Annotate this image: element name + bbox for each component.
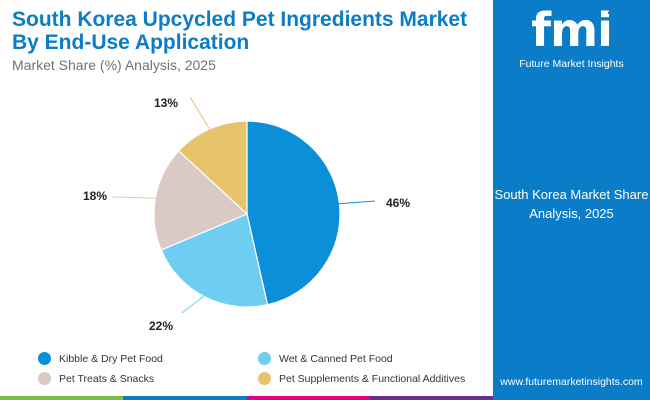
data-label-supplements: 13%: [154, 96, 178, 110]
color-strip-purple: [369, 396, 493, 400]
leader-line-wet: [181, 294, 206, 314]
legend-swatch-treats: [38, 372, 51, 385]
legend-swatch-supplements: [258, 372, 271, 385]
color-strip: [0, 396, 493, 400]
person-icon: ♟: [606, 6, 615, 16]
legend-label-supplements: Pet Supplements & Functional Additives: [279, 372, 466, 385]
logo-letters: fmi: [531, 3, 613, 57]
legend-label-kibble: Kibble & Dry Pet Food: [59, 352, 163, 365]
chart-subtitle: Market Share (%) Analysis, 2025: [12, 57, 216, 73]
logo-pictograms: ⚙ ❦ ● ♟: [519, 6, 624, 17]
leaf-icon: ❦: [555, 6, 564, 16]
fmi-logo: fmi ⚙ ❦ ● ♟ Future Market Insights: [505, 4, 638, 72]
color-strip-blue: [123, 396, 247, 400]
legend-item-supplements: Pet Supplements & Functional Additives: [258, 372, 465, 385]
data-label-wet: 22%: [149, 319, 173, 333]
leader-line-treats: [111, 196, 158, 199]
color-strip-pink: [246, 396, 370, 400]
legend-label-wet: Wet & Canned Pet Food: [279, 352, 393, 365]
panel-caption: South Korea Market Share Analysis, 2025: [494, 187, 649, 221]
website-link[interactable]: www.futuremarketinsights.com: [500, 376, 643, 388]
logo-subtitle: Future Market Insights: [519, 58, 624, 70]
data-label-treats: 18%: [83, 189, 107, 203]
legend-item-wet: Wet & Canned Pet Food: [258, 352, 393, 365]
leader-line-supplements: [189, 96, 211, 131]
legend-item-kibble: Kibble & Dry Pet Food: [38, 352, 163, 365]
pie-chart: 46% 22% 18% 13%: [83, 96, 410, 333]
chart-legend: Kibble & Dry Pet Food Wet & Canned Pet F…: [38, 352, 478, 390]
leader-line-kibble: [337, 200, 376, 205]
data-label-kibble: 46%: [386, 196, 410, 210]
color-strip-green: [0, 396, 124, 400]
legend-swatch-kibble: [38, 352, 51, 365]
chart-title: South Korea Upcycled Pet Ingredients Mar…: [12, 8, 468, 54]
drop-icon: ●: [582, 6, 588, 16]
legend-item-treats: Pet Treats & Snacks: [38, 372, 154, 385]
side-panel: fmi ⚙ ❦ ● ♟ Future Market Insights South…: [493, 0, 650, 400]
legend-label-treats: Pet Treats & Snacks: [59, 372, 155, 385]
pie-slice-wet: [160, 213, 269, 308]
gear-icon: ⚙: [528, 6, 537, 16]
legend-swatch-wet: [258, 352, 271, 365]
